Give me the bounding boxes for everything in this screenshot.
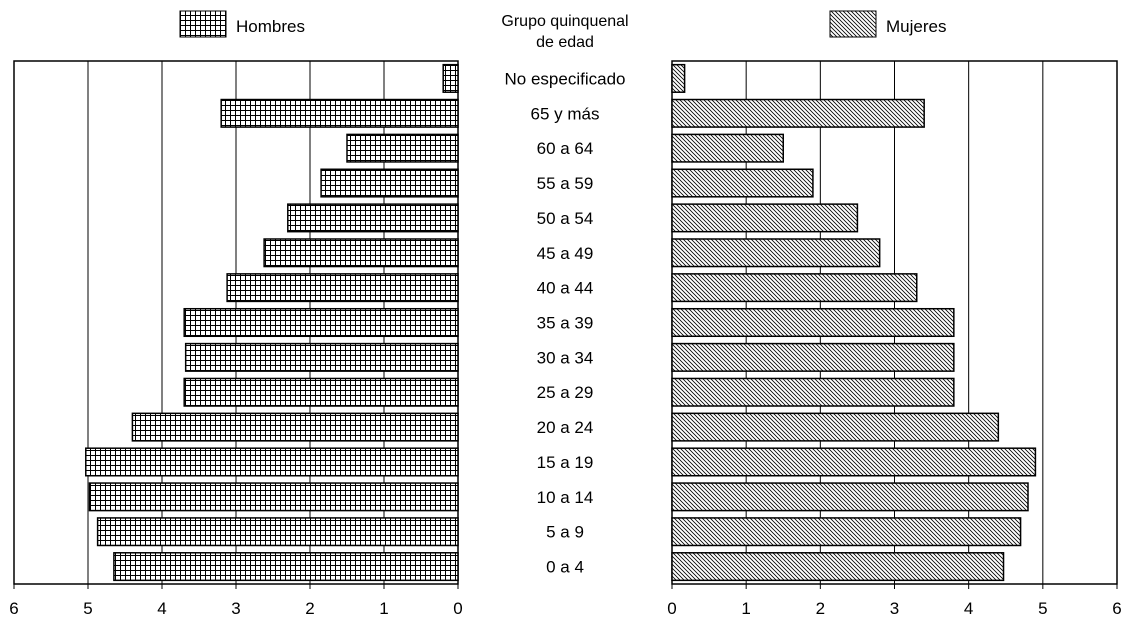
legend: Hombres Mujeres bbox=[179, 10, 946, 38]
age-group-labels: No especificado 65 y más 60 a 64 55 a 59 50 … bbox=[505, 69, 626, 576]
bar-mujeres bbox=[671, 63, 686, 93]
right-tick-label: 6 bbox=[1112, 599, 1121, 618]
bar-mujeres bbox=[671, 238, 881, 268]
bar-mujeres bbox=[671, 203, 859, 233]
left-tick-label: 4 bbox=[157, 599, 166, 618]
bar-mujeres bbox=[671, 517, 1022, 547]
left-tick-label: 5 bbox=[83, 599, 92, 618]
age-group-label: 5 a 9 bbox=[546, 523, 584, 542]
bar-hombres bbox=[287, 203, 459, 233]
right-tick-label: 0 bbox=[667, 599, 676, 618]
bar-hombres bbox=[442, 63, 459, 93]
bar-hombres bbox=[220, 98, 459, 128]
bar-mujeres bbox=[671, 342, 955, 372]
age-group-label: No especificado bbox=[505, 69, 626, 88]
bar-hombres bbox=[183, 377, 459, 407]
right-tick-label: 3 bbox=[890, 599, 899, 618]
bar-mujeres bbox=[671, 273, 918, 303]
age-group-label: 30 a 34 bbox=[537, 348, 594, 367]
right-tick-label: 1 bbox=[741, 599, 750, 618]
legend-item-mujeres: Mujeres bbox=[829, 10, 946, 38]
age-group-label: 10 a 14 bbox=[537, 488, 594, 507]
age-group-label: 60 a 64 bbox=[537, 139, 594, 158]
age-group-label: 65 y más bbox=[531, 104, 600, 123]
age-group-label: 40 a 44 bbox=[537, 279, 594, 298]
age-group-label: 25 a 29 bbox=[537, 383, 594, 402]
age-group-label: 55 a 59 bbox=[537, 174, 594, 193]
bar-mujeres bbox=[671, 133, 784, 163]
bar-hombres bbox=[320, 168, 459, 198]
bar-hombres bbox=[346, 133, 459, 163]
legend-label-hombres: Hombres bbox=[236, 17, 305, 36]
bar-hombres bbox=[184, 342, 459, 372]
center-title-line-1: Grupo quinquenal bbox=[501, 13, 628, 30]
age-group-label: 50 a 54 bbox=[537, 209, 594, 228]
legend-swatch-hombres bbox=[179, 10, 227, 38]
bar-mujeres bbox=[671, 447, 1037, 477]
left-tick-label: 0 bbox=[453, 599, 462, 618]
bar-mujeres bbox=[671, 552, 1005, 582]
bar-hombres bbox=[263, 238, 459, 268]
age-group-label: 0 a 4 bbox=[546, 558, 584, 577]
right-panel-mujeres bbox=[671, 60, 1118, 589]
x-axis-tick-labels: 0 0 1 1 2 2 3 3 4 4 5 5 6 6 bbox=[9, 599, 1121, 618]
right-tick-label: 2 bbox=[816, 599, 825, 618]
bar-mujeres bbox=[671, 412, 1000, 442]
bar-hombres bbox=[131, 412, 459, 442]
right-tick-label: 5 bbox=[1038, 599, 1047, 618]
age-group-label: 45 a 49 bbox=[537, 244, 594, 263]
left-tick-label: 1 bbox=[379, 599, 388, 618]
legend-item-hombres: Hombres bbox=[179, 10, 305, 38]
bar-hombres bbox=[183, 307, 459, 338]
bar-hombres bbox=[113, 552, 459, 582]
bar-mujeres bbox=[671, 482, 1029, 512]
bar-mujeres bbox=[671, 377, 955, 407]
bar-hombres bbox=[96, 517, 459, 547]
left-tick-label: 6 bbox=[9, 599, 18, 618]
age-group-label: 15 a 19 bbox=[537, 453, 594, 472]
center-title-line-2: de edad bbox=[536, 34, 594, 51]
age-group-label: 35 a 39 bbox=[537, 314, 594, 333]
left-tick-label: 3 bbox=[231, 599, 240, 618]
legend-label-mujeres: Mujeres bbox=[886, 17, 946, 36]
bar-mujeres bbox=[671, 168, 814, 198]
bar-mujeres bbox=[671, 98, 925, 128]
bar-hombres bbox=[226, 273, 459, 303]
age-group-label: 20 a 24 bbox=[537, 418, 594, 437]
bar-hombres bbox=[88, 482, 459, 512]
bar-hombres bbox=[85, 447, 459, 477]
bar-mujeres bbox=[671, 307, 955, 338]
legend-swatch-mujeres bbox=[829, 10, 877, 38]
left-panel-hombres bbox=[13, 60, 459, 589]
left-tick-label: 2 bbox=[305, 599, 314, 618]
right-tick-label: 4 bbox=[964, 599, 973, 618]
